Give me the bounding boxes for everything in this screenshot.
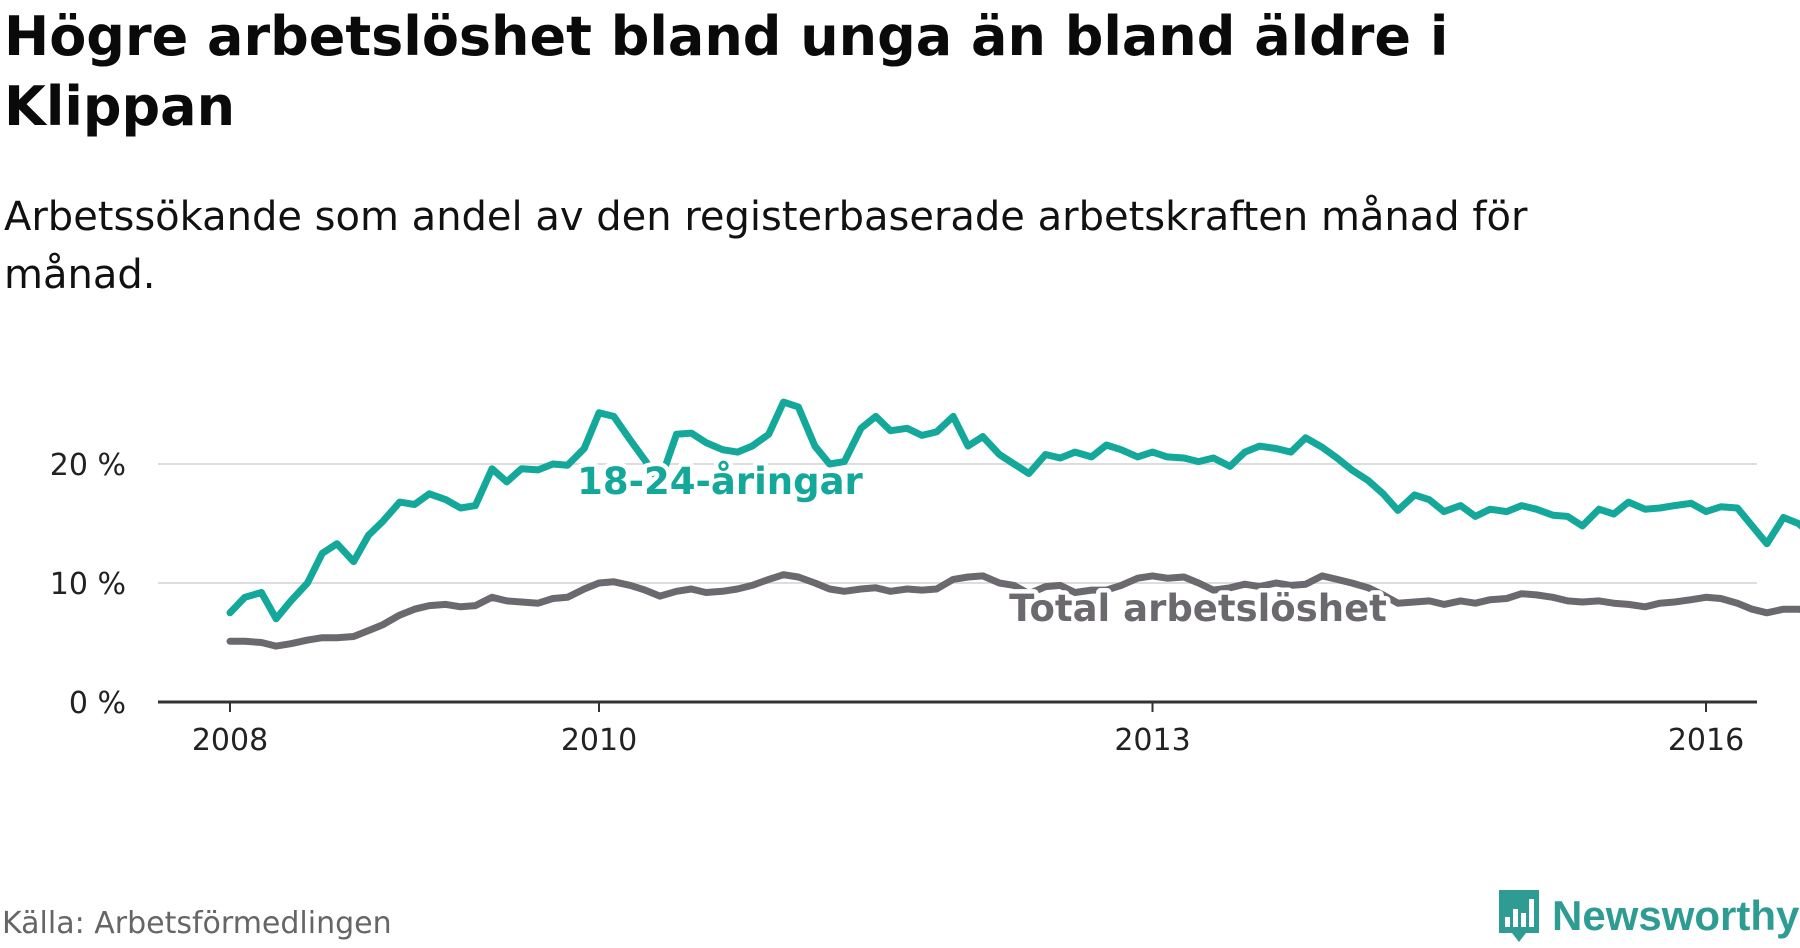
source-note: Källa: Arbetsförmedlingen: [2, 906, 392, 941]
series-label-total: Total arbetslöshet: [1009, 587, 1387, 630]
brand-name: Newsworthy: [1552, 892, 1800, 939]
y-tick-label: 20 %: [50, 448, 126, 483]
brand-logo[interactable]: Newsworthy: [1496, 888, 1799, 944]
y-tick-label: 0 %: [69, 686, 126, 721]
newsworthy-logo-icon: [1499, 890, 1539, 942]
chart-subtitle: Arbetssökande som andel av den registerb…: [4, 194, 1528, 298]
chart-title: Högre arbetslöshet bland unga än bland ä…: [4, 5, 1449, 138]
y-tick-label: 10 %: [50, 567, 126, 602]
x-tick-label: 2013: [1114, 723, 1190, 758]
x-tick-label: 2008: [192, 723, 268, 758]
series-line-total: [226, 571, 1800, 650]
series-label-youth: 18-24-åringar: [577, 460, 863, 503]
x-tick-label: 2010: [561, 723, 637, 758]
series-line-youth: [226, 398, 1800, 623]
x-tick-label: 2016: [1668, 723, 1744, 758]
